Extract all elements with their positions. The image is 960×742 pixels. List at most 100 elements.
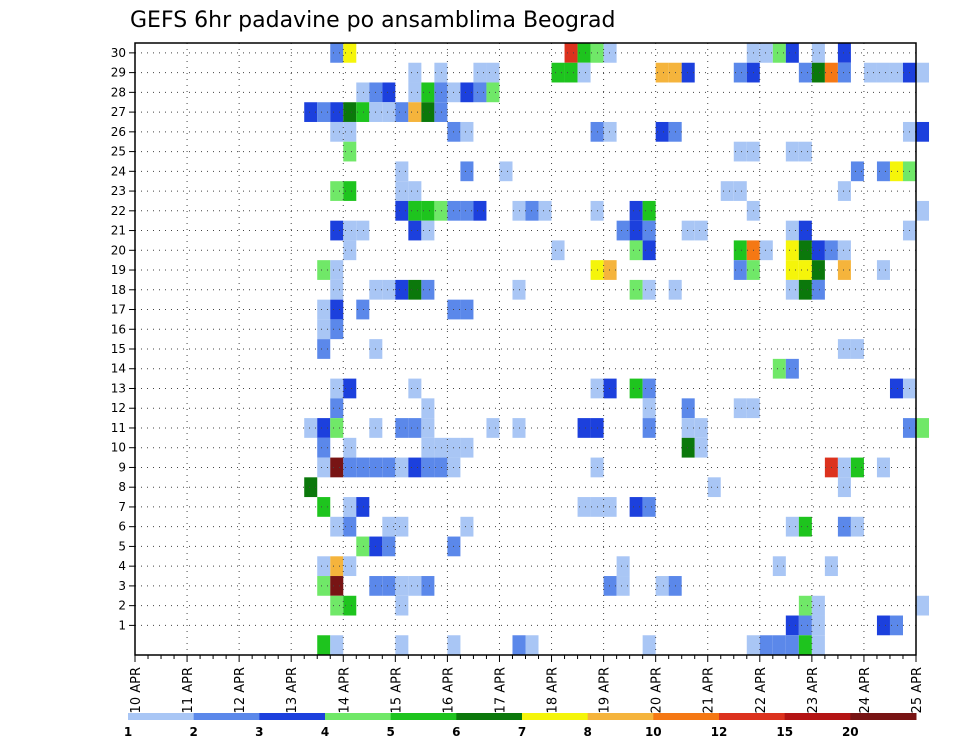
heatmap-cell [343,457,357,478]
heatmap-cell [408,82,422,103]
heatmap-cell [499,161,513,182]
y-tick-label: 20 [111,243,126,257]
y-tick-label: 17 [111,303,126,317]
heatmap-cell [785,260,799,280]
heatmap-cell [733,62,747,83]
heatmap-cells [304,43,930,655]
heatmap-cell [889,62,903,83]
heatmap-cell [577,43,591,63]
heatmap-cell [603,378,617,399]
heatmap-cell [642,418,656,438]
heatmap-cell [551,240,565,261]
x-tick-label: 18 APR [546,667,561,713]
heatmap-cell [733,141,747,162]
heatmap-cell [304,102,318,122]
heatmap-cell [616,576,630,596]
heatmap-cell [876,62,890,83]
x-tick-label: 17 APR [494,667,509,713]
colorbar: 1 2 3 4 5 6 7 8 10 12 15 20 [124,713,917,739]
heatmap-cell [421,82,435,103]
heatmap-cell [330,279,344,300]
heatmap-cell [460,516,474,537]
y-tick-label: 9 [118,460,126,474]
y-tick-label: 3 [118,579,126,593]
heatmap-cell [317,556,331,577]
colorbar-swatch [784,713,851,720]
heatmap-cell [811,240,825,261]
heatmap-cell [785,635,799,655]
heatmap-cell [382,102,396,122]
heatmap-cell [304,418,318,438]
heatmap-cell [421,576,435,596]
heatmap-cell [330,319,344,340]
x-tick-label: 23 APR [806,667,821,713]
heatmap-cell [395,516,409,537]
heatmap-cell [317,339,331,359]
heatmap-cell [772,635,786,655]
heatmap-cell [785,279,799,300]
colorbar-swatch [522,713,589,720]
heatmap-cell [395,181,409,201]
heatmap-cell [694,418,708,438]
heatmap-cell [434,82,448,103]
x-tick-label: 13 APR [285,667,300,713]
heatmap-cell [811,615,825,636]
heatmap-cell [486,62,500,83]
heatmap-cell [330,576,344,596]
heatmap-cell [681,437,695,458]
heatmap-cell [603,576,617,596]
y-tick-label: 26 [111,125,126,139]
y-tick-label: 7 [118,500,126,514]
heatmap-cell [837,339,851,359]
heatmap-cell [694,437,708,458]
heatmap-cell [681,398,695,419]
heatmap-cell [564,43,578,63]
colorbar-label: 7 [518,725,526,739]
heatmap-cell [395,279,409,300]
heatmap-cell [642,279,656,300]
heatmap-cell [460,200,474,221]
heatmap-cell [916,418,930,438]
heatmap-cell [746,635,760,655]
heatmap-cell [408,279,422,300]
heatmap-cell [356,299,370,320]
y-tick-label: 11 [111,421,126,435]
heatmap-cell [421,457,435,478]
heatmap-cell [629,220,643,241]
y-tick-label: 13 [111,381,126,395]
heatmap-cell [408,220,422,241]
heatmap-cell [408,457,422,478]
heatmap-cell [421,418,435,438]
x-tick-label: 24 APR [858,667,873,713]
heatmap-cell [343,497,357,517]
x-tick-label: 25 APR [910,667,925,713]
y-tick-label: 22 [111,204,126,218]
heatmap-cell [317,635,331,655]
heatmap-cell [330,102,344,122]
heatmap-cell [330,299,344,320]
y-tick-label: 25 [111,145,126,159]
y-tick-label: 1 [118,618,126,632]
heatmap-cell [382,82,396,103]
heatmap-cell [382,536,396,557]
heatmap-cell [551,62,565,83]
heatmap-cell [343,595,357,616]
chart-title: GEFS 6hr padavine po ansamblima Beograd [130,8,616,33]
heatmap-cell [642,497,656,517]
heatmap-cell [850,457,864,478]
colorbar-swatch [850,713,917,720]
heatmap-cell [330,418,344,438]
heatmap-cell [811,279,825,300]
heatmap-cell [642,200,656,221]
heatmap-cell [681,220,695,241]
heatmap-cell [317,319,331,340]
heatmap-cell [395,576,409,596]
heatmap-cell [837,516,851,537]
colorbar-swatch [128,713,195,720]
heatmap-cell [538,200,552,221]
heatmap-cell [577,497,591,517]
y-tick-label: 23 [111,184,126,198]
heatmap-cell [395,457,409,478]
x-tick-label: 14 APR [337,667,352,713]
heatmap-cell [850,516,864,537]
